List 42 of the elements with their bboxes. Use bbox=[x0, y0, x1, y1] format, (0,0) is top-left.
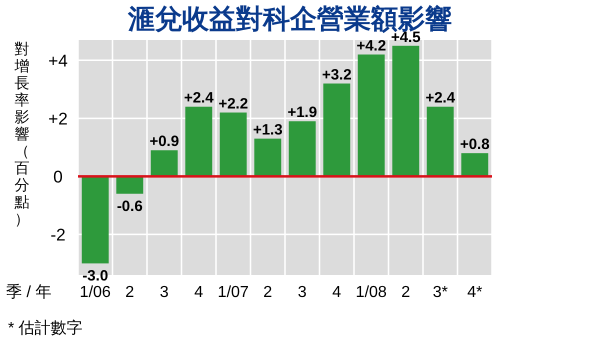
bar bbox=[82, 176, 109, 264]
bar bbox=[461, 153, 488, 176]
data-label: +0.9 bbox=[149, 133, 180, 150]
x-tick-label: 1/06 bbox=[80, 284, 111, 301]
data-label: -0.6 bbox=[116, 198, 143, 215]
x-tick-label: 2 bbox=[401, 284, 410, 301]
bar bbox=[358, 54, 385, 176]
bar bbox=[116, 176, 144, 194]
data-label: -3.0 bbox=[82, 267, 108, 284]
data-label: +1.3 bbox=[252, 122, 283, 139]
x-tick-label: 1/07 bbox=[218, 284, 249, 301]
data-label: +1.9 bbox=[287, 104, 318, 122]
bar bbox=[150, 150, 178, 176]
bar bbox=[220, 112, 247, 176]
x-tick-label: 4 bbox=[332, 284, 342, 301]
y-tick-label: -2 bbox=[50, 225, 66, 244]
bar bbox=[254, 138, 282, 176]
data-label: +2.4 bbox=[184, 90, 214, 107]
bar bbox=[288, 121, 316, 176]
y-tick-label: +4 bbox=[48, 51, 68, 70]
x-tick-label: 4* bbox=[467, 284, 482, 301]
data-label: +2.4 bbox=[425, 90, 456, 107]
x-tick-label: 3* bbox=[432, 284, 448, 301]
bar bbox=[323, 84, 350, 176]
x-axis-title: 季 / 年 bbox=[6, 283, 52, 301]
bar bbox=[185, 106, 212, 176]
x-tick-label: 3 bbox=[298, 284, 307, 301]
data-label: +4.2 bbox=[356, 38, 386, 55]
x-tick-label: 2 bbox=[263, 284, 272, 301]
text: 對增長率影響（百分點） bbox=[14, 41, 30, 228]
x-tick-label: 3 bbox=[160, 284, 169, 301]
y-tick-label: 0 bbox=[53, 167, 63, 186]
bar bbox=[426, 106, 454, 176]
y-tick-label: +2 bbox=[48, 109, 68, 128]
data-label: +2.2 bbox=[218, 96, 248, 113]
text: * 估計數字 bbox=[8, 319, 83, 337]
x-tick-label: 4 bbox=[194, 284, 204, 301]
bar bbox=[392, 46, 420, 176]
data-label: +0.8 bbox=[460, 136, 490, 154]
x-tick-label: 2 bbox=[125, 284, 134, 301]
x-tick-label: 1/08 bbox=[356, 284, 387, 301]
data-label: +3.2 bbox=[322, 66, 352, 84]
